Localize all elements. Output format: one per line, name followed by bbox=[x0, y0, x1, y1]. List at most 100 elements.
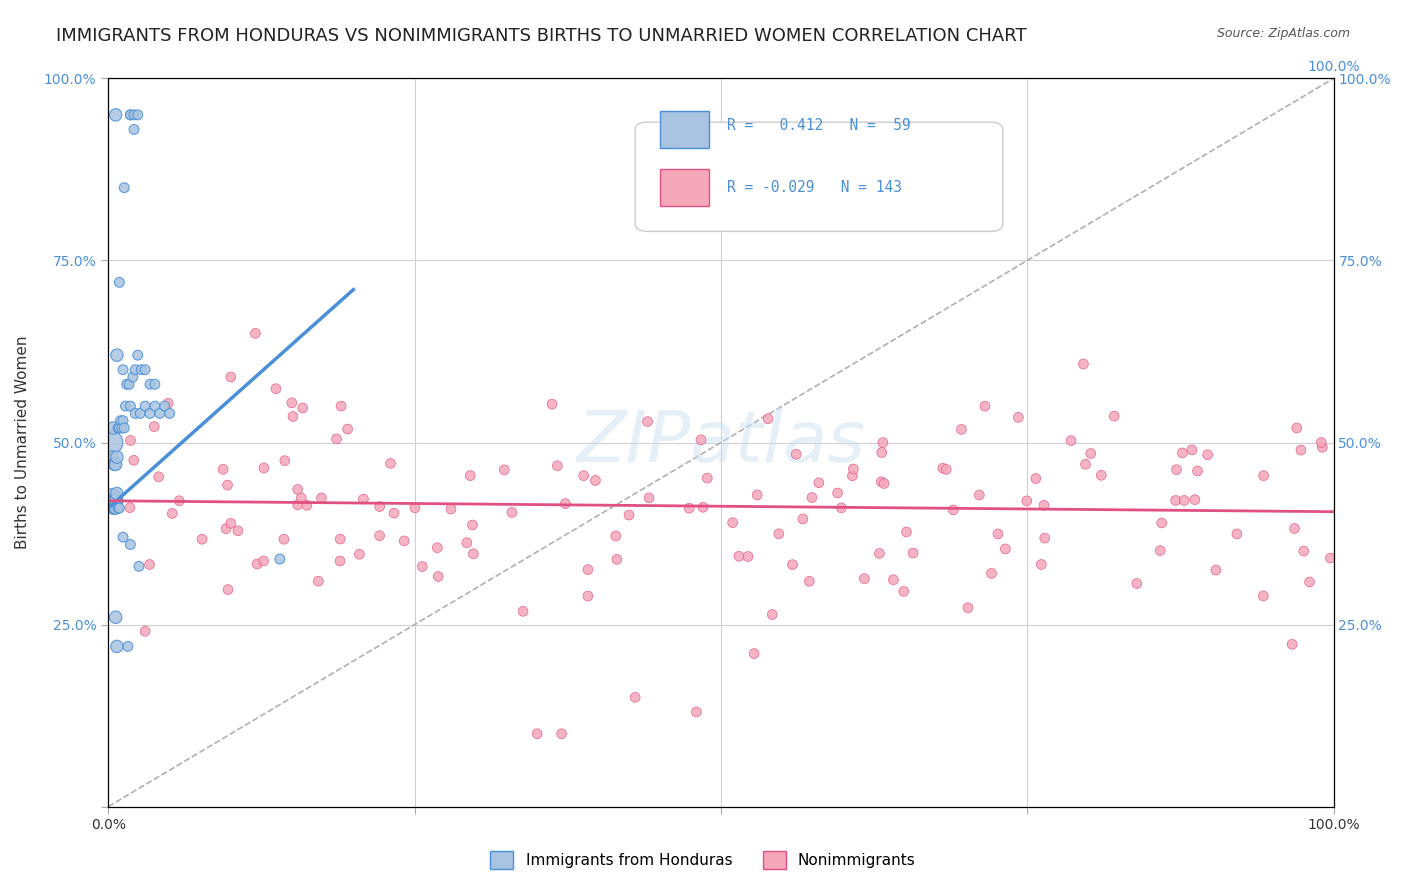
Nonimmigrants bbox=[1033, 499, 1056, 513]
Nonimmigrants bbox=[329, 554, 352, 568]
Immigrants from Honduras bbox=[101, 493, 124, 508]
Nonimmigrants bbox=[546, 458, 568, 473]
Nonimmigrants bbox=[461, 518, 484, 533]
Nonimmigrants bbox=[291, 401, 314, 415]
Nonimmigrants bbox=[368, 529, 391, 543]
Nonimmigrants bbox=[325, 432, 347, 446]
Nonimmigrants bbox=[761, 607, 783, 622]
Text: Source: ZipAtlas.com: Source: ZipAtlas.com bbox=[1216, 27, 1350, 40]
Immigrants from Honduras bbox=[143, 399, 166, 413]
Nonimmigrants bbox=[215, 522, 238, 536]
Immigrants from Honduras bbox=[112, 421, 135, 435]
Nonimmigrants bbox=[352, 492, 374, 507]
Text: ZIPatlas: ZIPatlas bbox=[576, 408, 866, 477]
Immigrants from Honduras bbox=[108, 501, 131, 516]
Nonimmigrants bbox=[692, 500, 714, 515]
Nonimmigrants bbox=[245, 326, 267, 341]
Nonimmigrants bbox=[1298, 574, 1320, 589]
Nonimmigrants bbox=[311, 491, 333, 505]
Immigrants from Honduras bbox=[105, 450, 128, 464]
Nonimmigrants bbox=[969, 488, 991, 502]
Nonimmigrants bbox=[264, 382, 287, 396]
Nonimmigrants bbox=[1285, 421, 1308, 435]
Nonimmigrants bbox=[576, 589, 599, 603]
Nonimmigrants bbox=[1181, 442, 1204, 457]
Nonimmigrants bbox=[330, 399, 353, 413]
Nonimmigrants bbox=[1281, 637, 1303, 651]
Nonimmigrants bbox=[392, 533, 415, 548]
Nonimmigrants bbox=[295, 498, 318, 512]
Immigrants from Honduras bbox=[111, 530, 134, 544]
Nonimmigrants bbox=[253, 554, 276, 568]
Nonimmigrants bbox=[882, 573, 904, 587]
Nonimmigrants bbox=[980, 566, 1002, 581]
Immigrants from Honduras bbox=[117, 640, 139, 654]
Nonimmigrants bbox=[807, 475, 830, 490]
Immigrants from Honduras bbox=[103, 458, 125, 472]
Immigrants from Honduras bbox=[103, 493, 125, 508]
Nonimmigrants bbox=[440, 502, 463, 516]
Nonimmigrants bbox=[281, 396, 304, 410]
Immigrants from Honduras bbox=[105, 486, 128, 500]
Nonimmigrants bbox=[572, 468, 595, 483]
Nonimmigrants bbox=[122, 453, 145, 467]
Nonimmigrants bbox=[494, 463, 516, 477]
Nonimmigrants bbox=[148, 469, 170, 483]
Nonimmigrants bbox=[1007, 410, 1029, 425]
Text: R = -0.029   N = 143: R = -0.029 N = 143 bbox=[727, 180, 903, 195]
Nonimmigrants bbox=[678, 501, 700, 516]
Nonimmigrants bbox=[1080, 446, 1102, 460]
Nonimmigrants bbox=[737, 549, 759, 564]
Nonimmigrants bbox=[785, 447, 807, 461]
Nonimmigrants bbox=[1284, 521, 1306, 535]
Nonimmigrants bbox=[554, 497, 576, 511]
Immigrants from Honduras bbox=[108, 276, 131, 290]
Immigrants from Honduras bbox=[107, 501, 129, 516]
Nonimmigrants bbox=[526, 727, 548, 741]
Nonimmigrants bbox=[1253, 589, 1275, 603]
Nonimmigrants bbox=[219, 370, 242, 384]
Immigrants from Honduras bbox=[134, 362, 156, 376]
Nonimmigrants bbox=[583, 474, 606, 488]
Nonimmigrants bbox=[281, 409, 304, 424]
Nonimmigrants bbox=[606, 552, 628, 566]
Nonimmigrants bbox=[1310, 435, 1333, 450]
Nonimmigrants bbox=[162, 507, 184, 521]
Nonimmigrants bbox=[191, 533, 214, 547]
Nonimmigrants bbox=[138, 558, 160, 572]
Immigrants from Honduras bbox=[139, 406, 162, 420]
Immigrants from Honduras bbox=[104, 108, 127, 122]
Immigrants from Honduras bbox=[124, 362, 146, 376]
Nonimmigrants bbox=[942, 503, 965, 517]
Immigrants from Honduras bbox=[104, 458, 127, 472]
Nonimmigrants bbox=[842, 462, 865, 476]
Nonimmigrants bbox=[404, 500, 426, 515]
FancyBboxPatch shape bbox=[636, 122, 1002, 231]
Nonimmigrants bbox=[624, 690, 647, 705]
Immigrants from Honduras bbox=[127, 348, 149, 362]
Immigrants from Honduras bbox=[101, 450, 124, 464]
Nonimmigrants bbox=[118, 500, 141, 515]
Nonimmigrants bbox=[246, 557, 269, 571]
Nonimmigrants bbox=[1102, 409, 1125, 424]
Nonimmigrants bbox=[287, 498, 309, 512]
Nonimmigrants bbox=[873, 476, 896, 491]
Immigrants from Honduras bbox=[105, 640, 128, 654]
Nonimmigrants bbox=[994, 541, 1017, 556]
Nonimmigrants bbox=[1150, 516, 1173, 530]
Nonimmigrants bbox=[1015, 494, 1038, 508]
Nonimmigrants bbox=[685, 705, 707, 719]
Immigrants from Honduras bbox=[103, 501, 125, 516]
Nonimmigrants bbox=[1289, 443, 1312, 458]
Immigrants from Honduras bbox=[108, 421, 131, 435]
Nonimmigrants bbox=[427, 569, 450, 583]
Nonimmigrants bbox=[638, 491, 661, 505]
Immigrants from Honduras bbox=[105, 348, 128, 362]
Legend: Immigrants from Honduras, Nonimmigrants: Immigrants from Honduras, Nonimmigrants bbox=[484, 845, 922, 875]
Nonimmigrants bbox=[853, 572, 876, 586]
Immigrants from Honduras bbox=[153, 399, 176, 413]
Immigrants from Honduras bbox=[159, 406, 181, 420]
Nonimmigrants bbox=[742, 647, 765, 661]
Immigrants from Honduras bbox=[149, 406, 172, 420]
Nonimmigrants bbox=[576, 563, 599, 577]
